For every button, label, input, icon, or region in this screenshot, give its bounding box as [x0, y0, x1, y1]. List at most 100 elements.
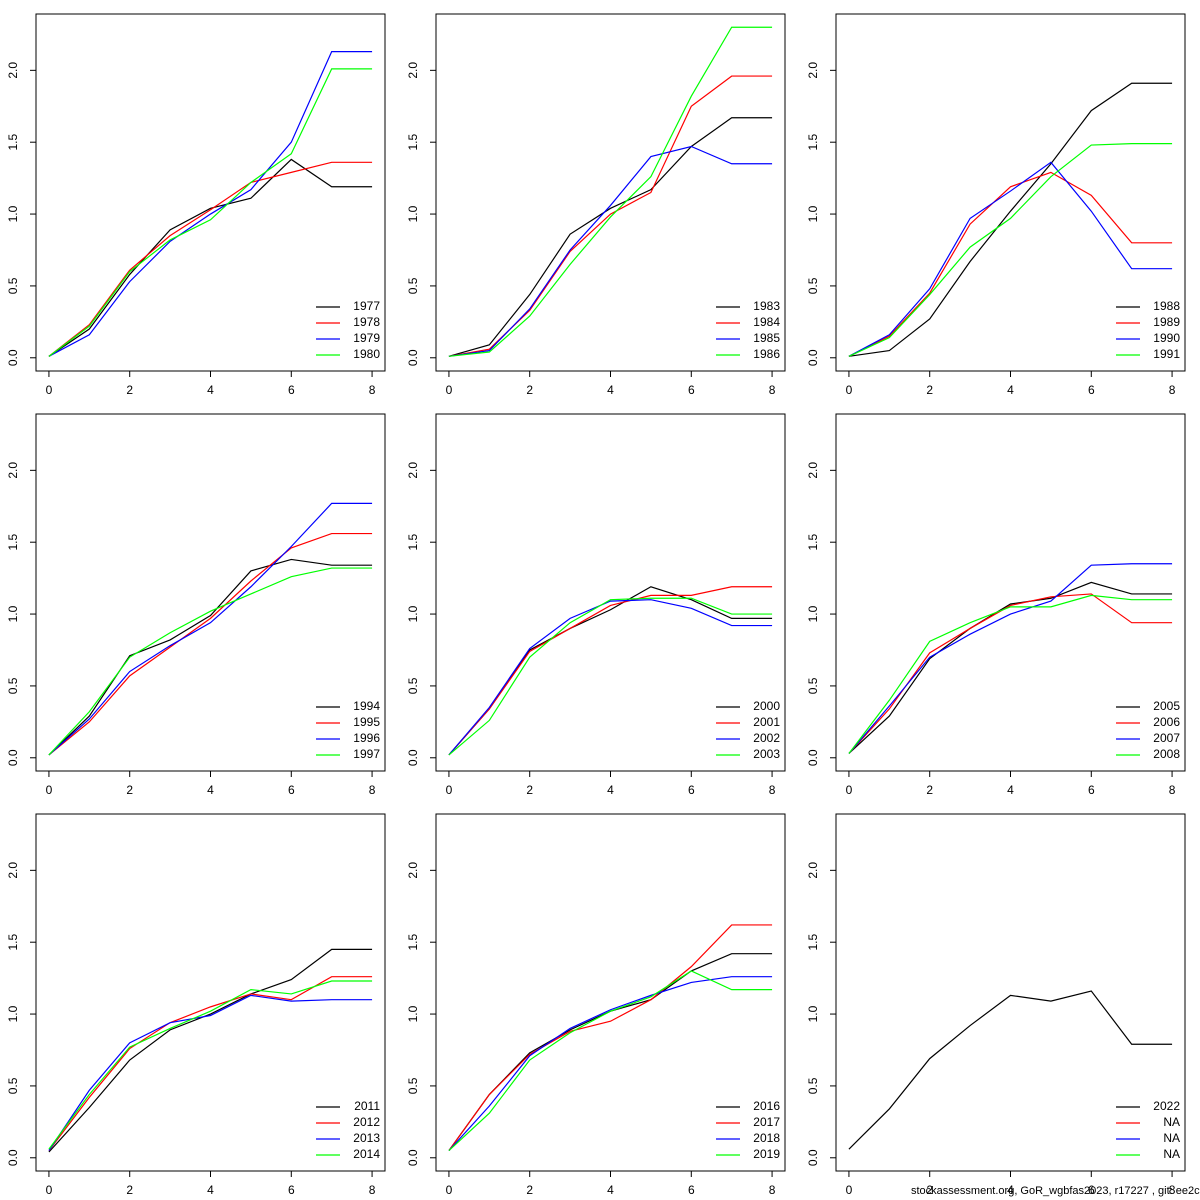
legend-label: 2018	[753, 1131, 780, 1145]
plot-frame	[435, 813, 786, 1172]
x-tick-label: 6	[1088, 783, 1095, 797]
y-tick-label: 0.0	[6, 349, 20, 366]
series-line	[48, 68, 373, 357]
y-tick-label: 0.5	[406, 277, 420, 294]
x-tick-label: 4	[1007, 383, 1014, 397]
x-tick-label: 0	[846, 383, 853, 397]
x-tick-label: 2	[926, 383, 933, 397]
legend-label: 1983	[753, 299, 780, 313]
legend-label: 1994	[353, 699, 380, 713]
x-tick-label: 0	[846, 1183, 853, 1197]
legend-label: 2017	[753, 1115, 780, 1129]
plot-frame	[35, 13, 386, 372]
x-tick-label: 4	[207, 783, 214, 797]
x-tick-label: 2	[526, 1183, 533, 1197]
y-tick-label: 0.5	[806, 677, 820, 694]
series-line	[48, 532, 373, 756]
y-tick-label: 0.0	[406, 749, 420, 766]
legend-label: 1991	[1153, 347, 1180, 361]
legend-label: 2011	[354, 1099, 380, 1113]
y-tick-label: 2.0	[806, 862, 820, 879]
legend-label: 1985	[753, 331, 780, 345]
y-tick-label: 2.0	[406, 62, 420, 79]
x-tick-label: 2	[126, 1183, 133, 1197]
y-tick-label: 2.0	[6, 462, 20, 479]
series-line	[848, 563, 1173, 754]
footer: stockassessment.org, GoR_wgbfas2023, r17…	[911, 1185, 1200, 1197]
y-tick-label: 0.5	[806, 1077, 820, 1094]
y-tick-label: 1.5	[806, 134, 820, 151]
series-line	[848, 594, 1173, 754]
legend-label: 2013	[353, 1131, 380, 1145]
y-tick-label: 0.5	[806, 277, 820, 294]
x-tick-label: 0	[846, 783, 853, 797]
series-line	[448, 145, 773, 357]
y-tick-label: 1.5	[406, 934, 420, 951]
y-tick-label: 0.5	[406, 1077, 420, 1094]
legend-label: 1995	[353, 715, 380, 729]
x-tick-label: 8	[369, 383, 376, 397]
series-line	[448, 26, 773, 357]
series-line	[448, 953, 773, 1151]
series-line	[448, 599, 773, 756]
legend-label: 1988	[1153, 299, 1180, 313]
y-tick-label: 0.5	[6, 277, 20, 294]
plot-frame	[835, 13, 1186, 372]
x-tick-label: 8	[369, 1183, 376, 1197]
y-tick-label: 0.0	[6, 1149, 20, 1166]
legend-label: 1978	[353, 315, 380, 329]
x-tick-label: 8	[769, 783, 776, 797]
y-tick-label: 1.0	[406, 1005, 420, 1022]
series-line	[448, 976, 773, 1151]
y-tick-label: 1.0	[6, 205, 20, 222]
x-tick-label: 4	[607, 783, 614, 797]
x-tick-label: 0	[46, 1183, 53, 1197]
legend-label: 1990	[1153, 331, 1180, 345]
y-tick-label: 0.0	[6, 749, 20, 766]
y-tick-label: 1.0	[406, 605, 420, 622]
series-line	[48, 558, 373, 756]
legend-label: 2003	[753, 747, 780, 761]
y-tick-label: 0.5	[6, 1077, 20, 1094]
y-tick-label: 1.0	[806, 1005, 820, 1022]
y-tick-label: 1.0	[806, 205, 820, 222]
legend-label: NA	[1163, 1131, 1180, 1145]
legend-label: 2016	[753, 1099, 780, 1113]
series-line	[848, 581, 1173, 754]
y-tick-label: 2.0	[806, 62, 820, 79]
x-tick-label: 8	[369, 783, 376, 797]
series-line	[48, 980, 373, 1150]
legend-label: 1980	[353, 347, 380, 361]
x-tick-label: 2	[926, 783, 933, 797]
y-tick-label: 0.0	[806, 749, 820, 766]
x-tick-label: 2	[926, 1183, 933, 1197]
series-line	[848, 171, 1173, 357]
x-tick-label: 8	[1169, 383, 1176, 397]
y-tick-label: 1.0	[806, 605, 820, 622]
legend-label: NA	[1163, 1115, 1180, 1129]
legend-label: NA	[1163, 1147, 1180, 1161]
x-tick-label: 0	[446, 783, 453, 797]
x-tick-label: 8	[1169, 1183, 1176, 1197]
x-tick-label: 0	[46, 783, 53, 797]
series-line	[448, 970, 773, 1152]
plot-frame	[435, 413, 786, 772]
plot-frame	[435, 13, 786, 372]
y-tick-label: 1.5	[806, 534, 820, 551]
y-tick-label: 0.5	[6, 677, 20, 694]
series-line	[848, 143, 1173, 357]
series-line	[48, 994, 373, 1151]
legend-label: 2006	[1153, 715, 1180, 729]
x-tick-label: 6	[688, 783, 695, 797]
y-tick-label: 2.0	[6, 862, 20, 879]
x-tick-label: 8	[1169, 783, 1176, 797]
x-tick-label: 4	[607, 383, 614, 397]
y-tick-label: 0.0	[406, 1149, 420, 1166]
legend-label: 2012	[353, 1115, 380, 1129]
legend-label: 2019	[753, 1147, 780, 1161]
x-tick-label: 2	[526, 783, 533, 797]
x-tick-label: 0	[46, 383, 53, 397]
x-tick-label: 4	[207, 1183, 214, 1197]
x-tick-label: 4	[207, 383, 214, 397]
y-tick-label: 1.5	[406, 534, 420, 551]
